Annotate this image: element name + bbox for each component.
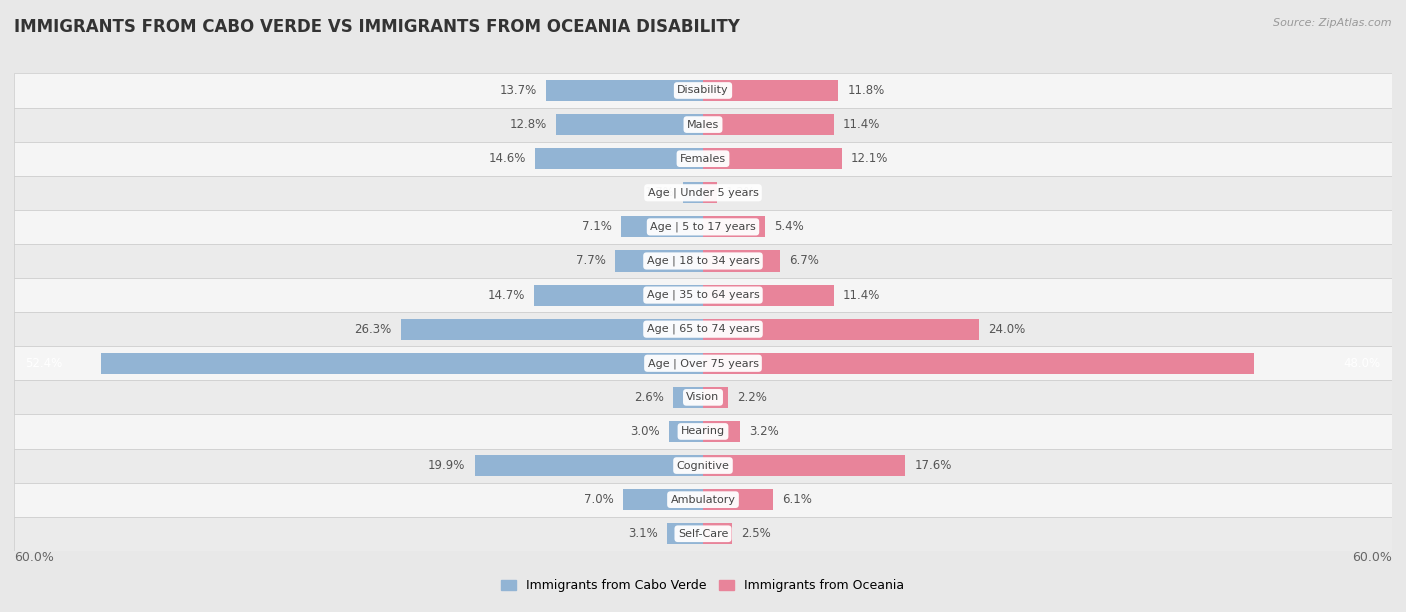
Bar bbox=[546, 80, 703, 101]
Text: 26.3%: 26.3% bbox=[354, 323, 392, 335]
Bar bbox=[703, 114, 834, 135]
Text: 12.1%: 12.1% bbox=[851, 152, 889, 165]
Text: 2.5%: 2.5% bbox=[741, 528, 770, 540]
Text: Age | 65 to 74 years: Age | 65 to 74 years bbox=[647, 324, 759, 334]
Text: 60.0%: 60.0% bbox=[14, 551, 53, 564]
Bar bbox=[555, 114, 703, 135]
Bar bbox=[703, 250, 780, 272]
Bar bbox=[401, 319, 703, 340]
Bar bbox=[683, 182, 703, 203]
Bar bbox=[703, 387, 728, 408]
Legend: Immigrants from Cabo Verde, Immigrants from Oceania: Immigrants from Cabo Verde, Immigrants f… bbox=[496, 574, 910, 597]
Bar bbox=[703, 421, 740, 442]
Text: 52.4%: 52.4% bbox=[25, 357, 63, 370]
Bar bbox=[703, 455, 905, 476]
Text: 2.6%: 2.6% bbox=[634, 391, 664, 404]
Text: 6.1%: 6.1% bbox=[782, 493, 813, 506]
Text: 48.0%: 48.0% bbox=[1343, 357, 1381, 370]
Bar bbox=[668, 523, 703, 544]
Bar bbox=[14, 380, 1392, 414]
Bar bbox=[703, 523, 731, 544]
Bar bbox=[14, 517, 1392, 551]
Text: 1.2%: 1.2% bbox=[725, 186, 756, 200]
Text: 7.7%: 7.7% bbox=[575, 255, 606, 267]
Bar bbox=[614, 250, 703, 272]
Text: Males: Males bbox=[688, 119, 718, 130]
Bar bbox=[14, 210, 1392, 244]
Bar bbox=[14, 244, 1392, 278]
Text: 3.1%: 3.1% bbox=[628, 528, 658, 540]
Text: Age | Over 75 years: Age | Over 75 years bbox=[648, 358, 758, 368]
Bar bbox=[14, 449, 1392, 483]
Bar bbox=[534, 285, 703, 305]
Bar bbox=[703, 319, 979, 340]
Text: 3.2%: 3.2% bbox=[749, 425, 779, 438]
Text: 6.7%: 6.7% bbox=[789, 255, 818, 267]
Text: 3.0%: 3.0% bbox=[630, 425, 659, 438]
Bar bbox=[703, 489, 773, 510]
Text: 11.8%: 11.8% bbox=[848, 84, 884, 97]
Text: 11.4%: 11.4% bbox=[844, 289, 880, 302]
Bar bbox=[703, 80, 838, 101]
Text: 7.1%: 7.1% bbox=[582, 220, 612, 233]
Bar bbox=[673, 387, 703, 408]
Bar bbox=[703, 216, 765, 237]
Text: 17.6%: 17.6% bbox=[914, 459, 952, 472]
Text: 19.9%: 19.9% bbox=[427, 459, 465, 472]
Text: Females: Females bbox=[681, 154, 725, 163]
Bar bbox=[14, 141, 1392, 176]
Bar bbox=[14, 346, 1392, 380]
Text: Disability: Disability bbox=[678, 86, 728, 95]
Bar bbox=[14, 108, 1392, 141]
Text: 14.6%: 14.6% bbox=[489, 152, 526, 165]
Bar bbox=[474, 455, 703, 476]
Text: Ambulatory: Ambulatory bbox=[671, 494, 735, 505]
Text: IMMIGRANTS FROM CABO VERDE VS IMMIGRANTS FROM OCEANIA DISABILITY: IMMIGRANTS FROM CABO VERDE VS IMMIGRANTS… bbox=[14, 18, 740, 36]
Bar bbox=[14, 176, 1392, 210]
Text: 1.7%: 1.7% bbox=[644, 186, 675, 200]
Text: Hearing: Hearing bbox=[681, 427, 725, 436]
Bar bbox=[703, 353, 1254, 374]
Text: Age | 18 to 34 years: Age | 18 to 34 years bbox=[647, 256, 759, 266]
Text: 24.0%: 24.0% bbox=[988, 323, 1025, 335]
Text: Age | 35 to 64 years: Age | 35 to 64 years bbox=[647, 290, 759, 300]
Text: 7.0%: 7.0% bbox=[583, 493, 613, 506]
Bar bbox=[14, 312, 1392, 346]
Text: Vision: Vision bbox=[686, 392, 720, 402]
Text: Source: ZipAtlas.com: Source: ZipAtlas.com bbox=[1274, 18, 1392, 28]
Text: Age | 5 to 17 years: Age | 5 to 17 years bbox=[650, 222, 756, 232]
Text: 14.7%: 14.7% bbox=[488, 289, 524, 302]
Text: 5.4%: 5.4% bbox=[775, 220, 804, 233]
Bar bbox=[623, 489, 703, 510]
Text: 13.7%: 13.7% bbox=[499, 84, 537, 97]
Bar bbox=[703, 182, 717, 203]
Text: 12.8%: 12.8% bbox=[509, 118, 547, 131]
Text: Cognitive: Cognitive bbox=[676, 461, 730, 471]
Bar bbox=[703, 285, 834, 305]
Bar bbox=[14, 414, 1392, 449]
Bar bbox=[536, 148, 703, 170]
Text: Self-Care: Self-Care bbox=[678, 529, 728, 539]
Bar bbox=[669, 421, 703, 442]
Bar bbox=[14, 483, 1392, 517]
Bar bbox=[703, 148, 842, 170]
Text: 60.0%: 60.0% bbox=[1353, 551, 1392, 564]
Bar bbox=[101, 353, 703, 374]
Bar bbox=[621, 216, 703, 237]
Bar bbox=[14, 278, 1392, 312]
Text: Age | Under 5 years: Age | Under 5 years bbox=[648, 187, 758, 198]
Text: 2.2%: 2.2% bbox=[738, 391, 768, 404]
Bar bbox=[14, 73, 1392, 108]
Text: 11.4%: 11.4% bbox=[844, 118, 880, 131]
